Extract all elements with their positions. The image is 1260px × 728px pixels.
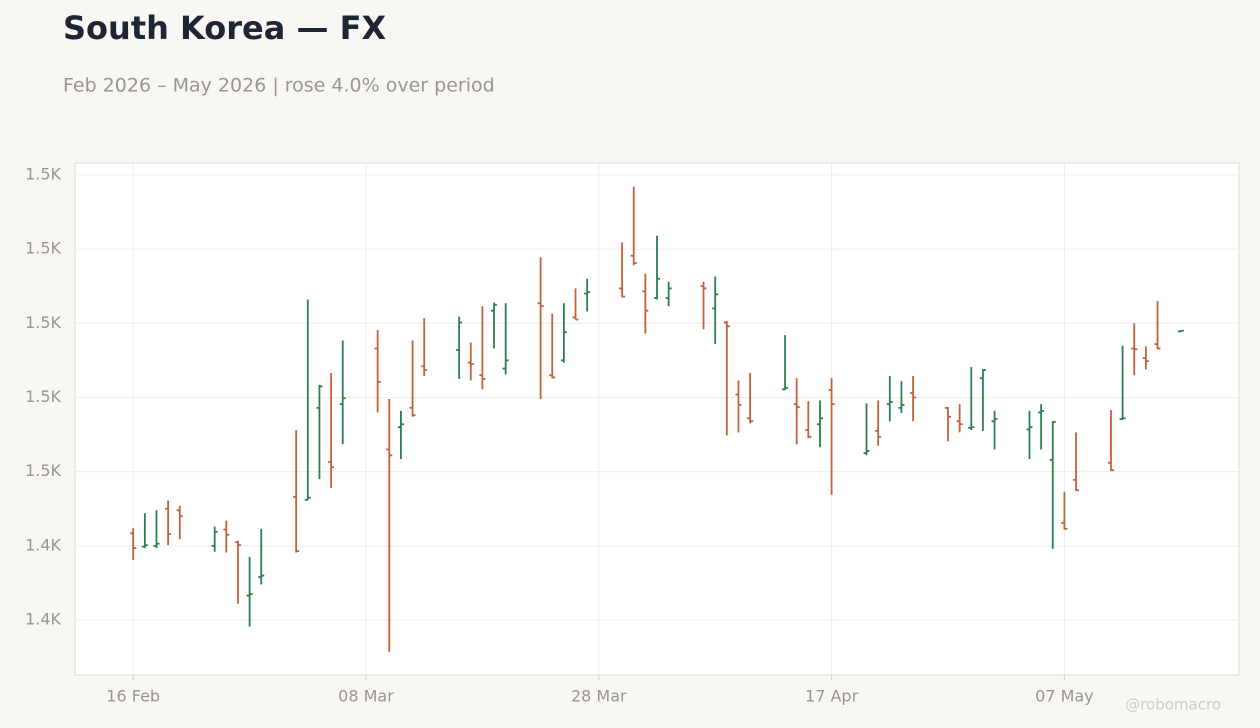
x-tick-label: 17 Apr [805,687,859,706]
x-tick-label: 16 Feb [106,687,160,706]
y-tick-label: 1.4K [25,535,61,554]
watermark: @robomacro [1125,696,1221,714]
x-tick-label: 08 Mar [338,687,394,706]
x-tick-label: 07 May [1035,687,1094,706]
y-tick-label: 1.4K [25,610,61,629]
y-tick-label: 1.5K [25,461,61,480]
y-tick-label: 1.5K [25,387,61,406]
y-tick-label: 1.5K [25,239,61,258]
y-tick-label: 1.5K [25,164,61,183]
chart-title: South Korea — FX [63,9,386,47]
y-tick-label: 1.5K [25,313,61,332]
chart-subtitle: Feb 2026 – May 2026 | rose 4.0% over per… [63,75,495,97]
x-tick-label: 28 Mar [571,687,627,706]
